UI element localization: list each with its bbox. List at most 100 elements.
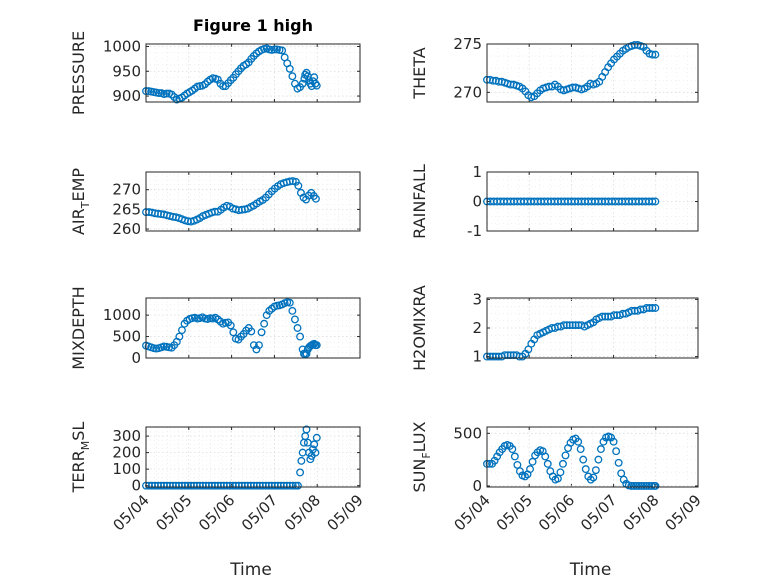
- data-point: [311, 448, 320, 457]
- data-point: [543, 459, 552, 468]
- data-point: [651, 197, 660, 206]
- axes-frame: [145, 43, 361, 103]
- data-point: [610, 311, 618, 320]
- data-point: [581, 465, 590, 474]
- y-tick-label: 100: [112, 460, 141, 478]
- data-point: [561, 451, 570, 460]
- y-tick-label: 270: [112, 181, 141, 199]
- axes-frame: [486, 426, 699, 488]
- data-point: [648, 197, 657, 206]
- data-point: [642, 481, 651, 490]
- y-tick-label: 200: [112, 444, 141, 462]
- data-point: [556, 468, 565, 477]
- data-point: [310, 440, 319, 449]
- data-point: [296, 468, 305, 477]
- data-point: [178, 326, 186, 335]
- data-point: [599, 437, 608, 446]
- data-point: [594, 455, 603, 464]
- data-point: [308, 77, 317, 86]
- data-point: [579, 455, 588, 464]
- data-point: [629, 481, 638, 490]
- y-axis-label: MIXDEPTH: [69, 286, 88, 369]
- y-tick-label: 950: [112, 62, 141, 80]
- data-point: [297, 456, 306, 465]
- data-point: [493, 452, 502, 461]
- data-point: [247, 327, 256, 336]
- subplot-rainfall: -1 0 1 RAINFALL: [410, 163, 699, 240]
- axes-frame: [486, 297, 699, 359]
- x-tick-label: 05/07: [577, 491, 620, 534]
- data-point: [565, 321, 574, 330]
- y-tick-label: 265: [112, 200, 141, 218]
- y-tick-label: 0: [472, 477, 482, 495]
- data-point: [201, 80, 210, 89]
- x-tick-label: 05/09: [662, 491, 705, 534]
- data-point: [311, 194, 320, 203]
- data-point: [213, 75, 222, 84]
- data-point: [609, 437, 618, 446]
- y-tick-label: 1000: [103, 37, 141, 55]
- data-point: [226, 321, 235, 330]
- data-point: [302, 68, 311, 77]
- x-tick-label: 05/08: [619, 491, 662, 534]
- x-tick-label: 05/06: [195, 491, 238, 534]
- y-tick-label: 0: [472, 193, 482, 211]
- data-point: [510, 452, 519, 461]
- data-point: [541, 452, 550, 461]
- axes-frame: [486, 171, 699, 232]
- data-point: [651, 481, 660, 490]
- data-point: [647, 481, 656, 490]
- data-point: [288, 481, 297, 490]
- y-tick-label: 1: [472, 348, 482, 366]
- x-tick-label: 05/09: [324, 491, 367, 534]
- data-point: [562, 321, 571, 330]
- data-point: [290, 315, 299, 324]
- y-tick-label: 1: [472, 163, 482, 181]
- subplot-theta: 270 275 THETA: [410, 35, 699, 103]
- y-tick-label: 3: [472, 290, 482, 308]
- plot-area: [146, 427, 360, 487]
- y-tick-label: 500: [112, 328, 141, 346]
- y-tick-label: 500: [453, 424, 482, 442]
- x-tick-label: 05/07: [238, 491, 281, 534]
- data-point: [508, 445, 517, 454]
- x-tick-label: 05/05: [152, 491, 195, 534]
- data-point: [302, 349, 311, 358]
- data-point: [648, 304, 657, 312]
- data-point: [559, 321, 568, 330]
- x-axis-label: Time: [569, 560, 612, 580]
- data-point: [632, 481, 641, 490]
- y-tick-label: 300: [112, 427, 141, 445]
- data-point: [607, 433, 616, 442]
- data-point: [312, 341, 321, 350]
- y-tick-label: 1000: [103, 306, 141, 324]
- data-point: [302, 425, 311, 434]
- data-point: [637, 481, 646, 490]
- data-point: [596, 445, 605, 454]
- data-point: [576, 445, 585, 454]
- data-point: [589, 473, 598, 482]
- data-point: [255, 341, 263, 350]
- x-axis-label: Time: [229, 560, 272, 580]
- data-point: [634, 481, 643, 490]
- data-point: [559, 459, 567, 468]
- x-tick-label: 05/04: [451, 491, 494, 534]
- data-point: [293, 481, 302, 490]
- subplot-sunlux: 0 500 SUNFLUX 05/0405/0505/0605/0705/0805/0…: [410, 421, 705, 580]
- data-point: [294, 181, 303, 190]
- data-point: [288, 306, 297, 315]
- y-axis-label: SUNFLUX: [410, 421, 433, 492]
- data-point: [237, 332, 245, 341]
- x-tick-label: 05/05: [493, 491, 536, 534]
- data-point: [242, 326, 251, 335]
- data-point: [167, 90, 176, 99]
- data-point: [285, 64, 294, 73]
- data-point: [312, 433, 321, 442]
- y-tick-label: 2: [472, 319, 482, 337]
- y-tick-label: 270: [453, 83, 482, 101]
- y-axis-label: H2OMIXRA: [410, 285, 429, 371]
- chart-title: Figure 1 high: [193, 16, 313, 35]
- data-point: [651, 304, 660, 312]
